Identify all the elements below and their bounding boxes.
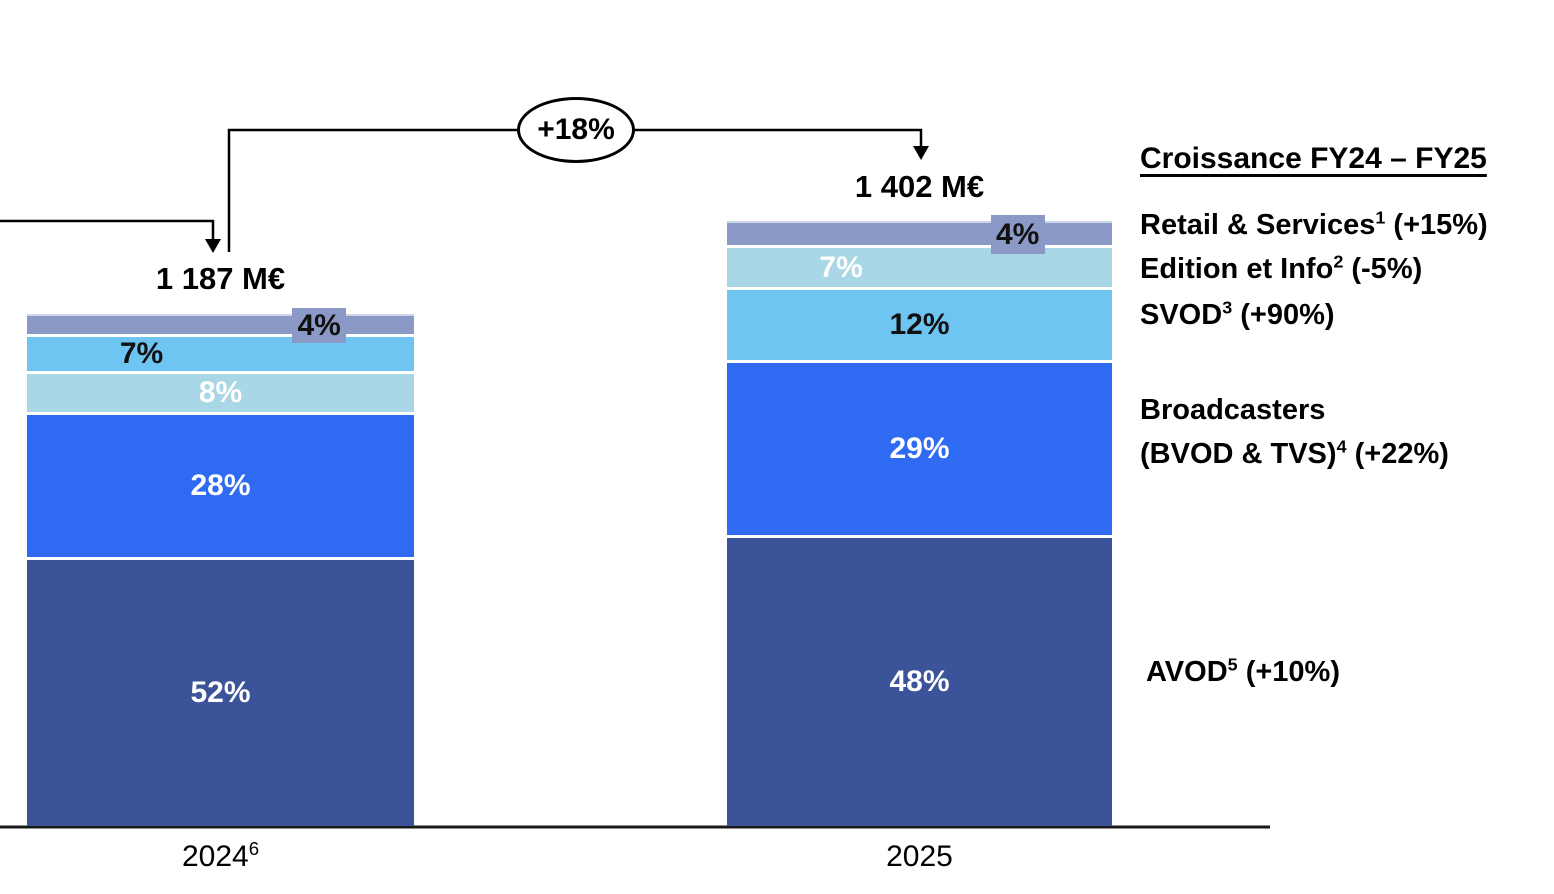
legend-title: Croissance FY24 – FY25 (1140, 142, 1487, 175)
arrow-from-left-line (0, 219, 215, 241)
segment-edition-info-2024: 8% (27, 370, 414, 413)
segment-broadcasters-2024: 28% (27, 412, 414, 557)
legend-item-growth: (+22%) (1346, 438, 1449, 470)
segment-label-broadcasters-2025: 29% (889, 432, 950, 466)
segment-label-edition-info-2024: 8% (198, 375, 243, 409)
segment-retail-services-2025: 4% (727, 215, 1112, 255)
category-label-2025: 2025 (727, 840, 1112, 874)
legend-item-broadcasters: Broadcasters (BVOD & TVS)4 (+22%) (1140, 388, 1449, 476)
segment-avod-2025: 48% (727, 535, 1112, 826)
stacked-bar-2025: 4% 7% 12% 29% 48% (727, 215, 1112, 826)
growth-connector-head-icon (913, 146, 929, 160)
segment-label-retail-services-2025: 4% (990, 215, 1045, 255)
legend-item-text: SVOD (1140, 299, 1223, 331)
legend-item-growth: (+90%) (1232, 299, 1335, 331)
legend-item-text: AVOD (1146, 656, 1228, 688)
category-footnote: 6 (248, 838, 260, 859)
legend-item-svod: SVOD3 (+90%) (1140, 293, 1335, 337)
total-label-2024: 1 187 M€ (155, 261, 286, 296)
legend-item-edition-info: Edition et Info2 (-5%) (1140, 247, 1422, 291)
segment-avod-2024: 52% (27, 556, 414, 826)
legend-item-growth: (-5%) (1343, 253, 1423, 285)
total-label-2025: 1 402 M€ (854, 169, 985, 204)
segment-svod-2025: 12% (727, 287, 1112, 361)
segment-retail-services-2024: 4% (27, 307, 414, 344)
legend-item-text: Edition et Info (1140, 253, 1334, 285)
segment-label-svod-2025: 12% (889, 308, 950, 342)
legend-item-retail-services: Retail & Services1 (+15%) (1140, 203, 1488, 247)
arrow-from-left-head-icon (205, 239, 221, 253)
legend-footnote: 5 (1227, 654, 1238, 675)
segment-label-avod-2025: 48% (889, 665, 950, 699)
segment-broadcasters-2025: 29% (727, 360, 1112, 536)
legend-item-text-line1: Broadcasters (1140, 394, 1326, 426)
legend-item-text: (BVOD & TVS) (1140, 438, 1337, 470)
segment-svod-2024: 7% (27, 334, 414, 371)
legend-item-avod: AVOD5 (+10%) (1140, 650, 1340, 694)
category-label-2024: 20246 (27, 838, 414, 874)
category-text: 2025 (886, 840, 953, 873)
legend-item-text: Retail & Services (1140, 209, 1376, 241)
segment-label-broadcasters-2024: 28% (190, 469, 251, 502)
segment-edition-info-2025: 7% (727, 245, 1112, 288)
growth-badge: +18% (517, 97, 635, 163)
legend-footnote: 4 (1336, 436, 1347, 457)
legend-footnote: 1 (1375, 207, 1386, 228)
legend-item-growth: (+10%) (1237, 656, 1340, 688)
category-text: 2024 (181, 840, 249, 873)
legend-footnote: 3 (1222, 297, 1233, 318)
legend-item-text-line2: (BVOD & TVS)4 (+22%) (1140, 432, 1449, 476)
segment-label-avod-2024: 52% (190, 675, 251, 709)
stacked-bar-2024: 4% 7% 8% 28% 52% (27, 307, 414, 826)
legend-footnote: 2 (1333, 251, 1344, 272)
segment-label-svod-2024: 7% (119, 337, 164, 371)
segment-label-edition-info-2025: 7% (819, 250, 863, 284)
segment-label-retail-services-2024: 4% (292, 307, 347, 344)
legend-item-growth: (+15%) (1385, 209, 1488, 241)
